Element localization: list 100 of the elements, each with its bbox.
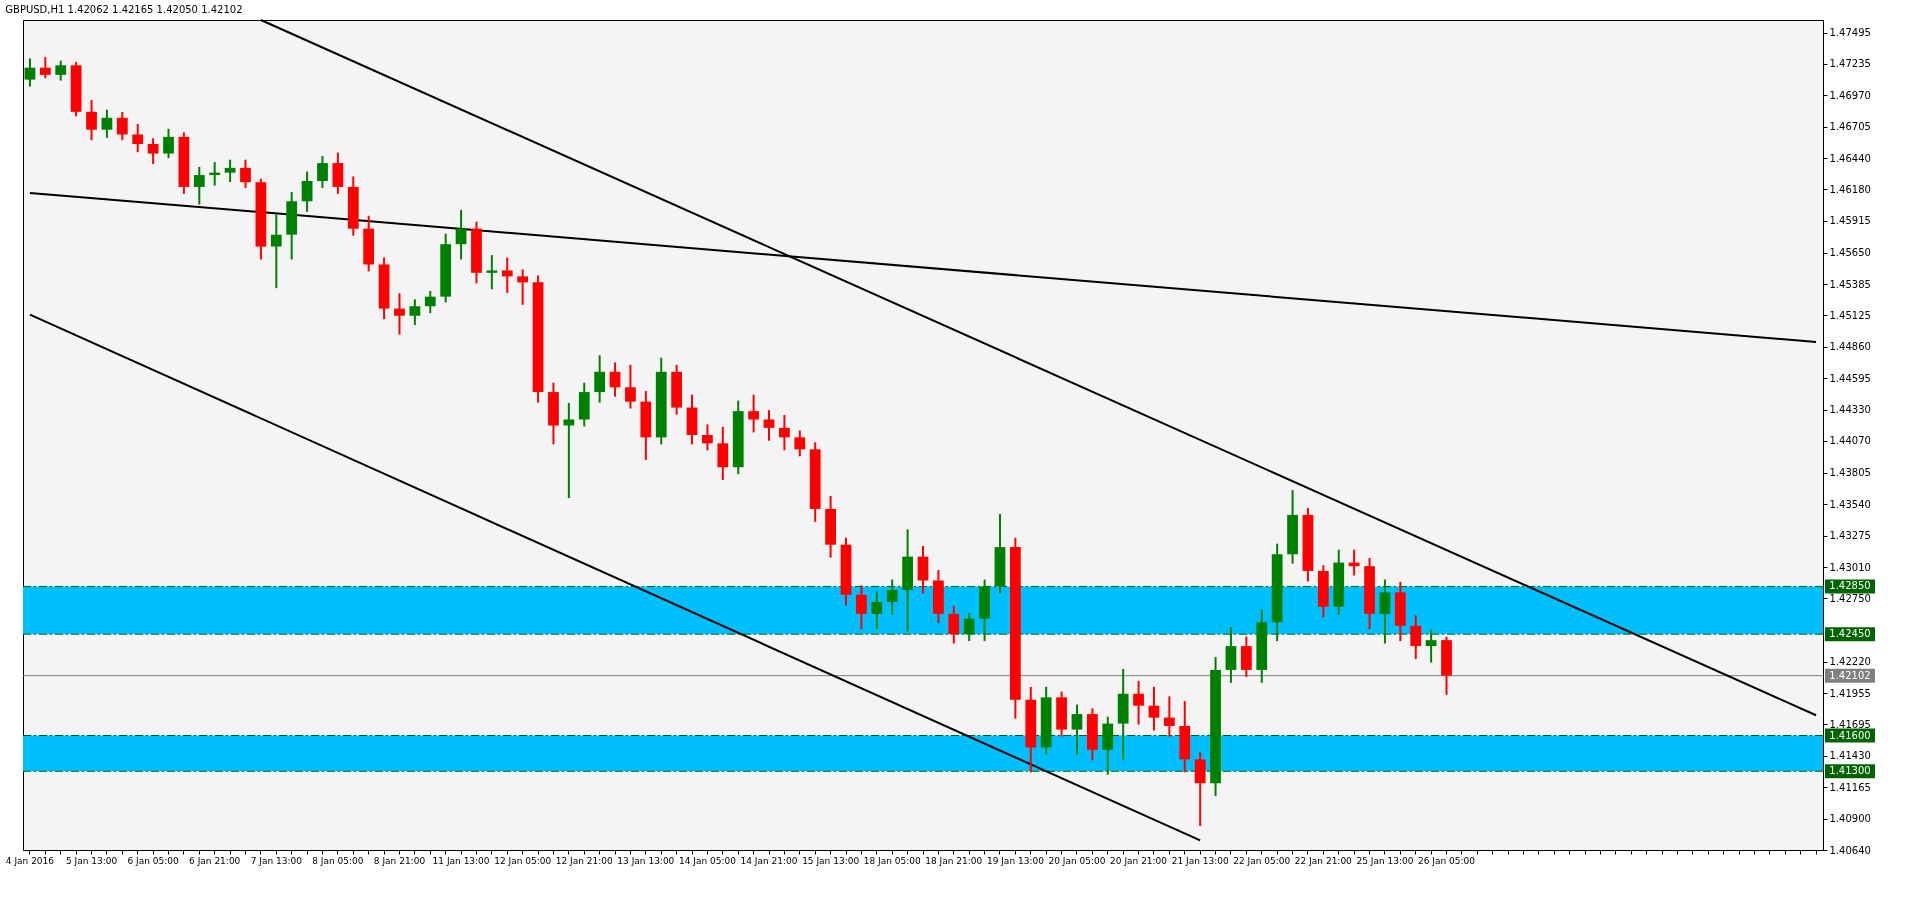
- candlestick: [625, 364, 636, 409]
- y-tick-label: 1.43540: [1829, 498, 1871, 510]
- candlestick: [1133, 680, 1144, 725]
- candlestick: [948, 605, 960, 644]
- candlestick: [1410, 615, 1422, 659]
- ref-line-label: 1.42450: [1829, 628, 1871, 640]
- candlestick: [1425, 629, 1437, 663]
- candlestick: [1225, 627, 1237, 683]
- candlestick: [1240, 636, 1252, 677]
- candlestick: [224, 159, 236, 182]
- candlestick: [1194, 752, 1206, 826]
- candlestick: [779, 414, 790, 451]
- candlestick: [394, 293, 405, 335]
- y-tick-label: 1.45915: [1829, 215, 1871, 227]
- y-tick-label: 1.41430: [1829, 750, 1871, 762]
- x-tick-label: 8 Jan 21:00: [373, 855, 426, 866]
- candlestick: [856, 585, 867, 630]
- candlestick: [794, 430, 806, 457]
- y-tick-label: 1.47495: [1829, 27, 1871, 39]
- candlestick: [702, 424, 713, 451]
- x-tick-label: 14 Jan 21:00: [740, 855, 798, 866]
- x-tick-label: 19 Jan 13:00: [986, 855, 1045, 866]
- x-tick-label: 15 Jan 13:00: [802, 855, 860, 866]
- y-tick-label: 1.41955: [1829, 687, 1871, 699]
- candlestick: [193, 166, 205, 205]
- candlestick: [163, 128, 174, 159]
- candlestick: [132, 123, 144, 153]
- ref-line-label: 1.41300: [1829, 765, 1871, 777]
- candlestick: [517, 269, 529, 305]
- x-tick-label: 18 Jan 05:00: [863, 855, 921, 866]
- candlestick: [332, 152, 344, 194]
- y-tick-label: 1.46440: [1829, 152, 1871, 164]
- y-tick-label: 1.45125: [1829, 309, 1871, 321]
- ref-line-label: 1.41600: [1829, 729, 1871, 741]
- candlestick: [147, 138, 159, 165]
- candlestick: [409, 299, 421, 326]
- candlestick: [748, 394, 760, 433]
- y-tick-label: 1.42220: [1829, 656, 1871, 668]
- x-tick-label: 21 Jan 13:00: [1171, 855, 1229, 866]
- candlestick: [886, 579, 898, 615]
- y-tick-label: 1.46180: [1829, 183, 1871, 195]
- x-tick-label: 13 Jan 13:00: [617, 855, 675, 866]
- candlestick: [101, 109, 113, 138]
- x-tick-label: 12 Jan 05:00: [494, 855, 552, 866]
- x-tick-label: 8 Jan 05:00: [312, 855, 364, 866]
- x-tick-label: 7 Jan 13:00: [250, 855, 303, 866]
- candlestick: [116, 112, 128, 141]
- candlestick: [594, 355, 606, 403]
- candlestick: [486, 255, 498, 290]
- x-tick-label: 22 Jan 05:00: [1233, 855, 1291, 866]
- candlestick: [240, 159, 251, 188]
- candlestick: [1071, 704, 1083, 755]
- candlestick: [609, 362, 621, 397]
- y-tick-label: 1.44330: [1829, 404, 1871, 416]
- y-tick-label: 1.41165: [1829, 781, 1871, 793]
- candlestick: [1163, 696, 1175, 737]
- y-tick-label: 1.41695: [1829, 718, 1871, 730]
- candlestick: [763, 410, 775, 441]
- candlestick: [24, 58, 36, 87]
- y-tick-label: 1.40640: [1829, 844, 1871, 856]
- x-tick-label: 14 Jan 05:00: [678, 855, 737, 866]
- x-tick-label: 20 Jan 05:00: [1048, 855, 1106, 866]
- x-tick-label: 22 Jan 21:00: [1294, 855, 1353, 866]
- y-tick-label: 1.42750: [1829, 592, 1871, 604]
- y-tick-label: 1.44860: [1829, 341, 1871, 353]
- y-tick-label: 1.43805: [1829, 467, 1871, 479]
- x-tick-label: 12 Jan 21:00: [555, 855, 614, 866]
- candlestick: [301, 171, 313, 212]
- candlestick: [717, 426, 729, 481]
- candlestick: [317, 156, 328, 188]
- candlestick: [563, 402, 575, 499]
- y-tick-label: 1.46705: [1829, 121, 1871, 133]
- chart-title: GBPUSD,H1 1.42062 1.42165 1.42050 1.42102: [5, 4, 243, 15]
- x-tick-label: 18 Jan 21:00: [925, 855, 983, 866]
- y-tick-label: 1.43275: [1829, 530, 1871, 542]
- candlestick: [86, 100, 97, 141]
- candlestick: [1148, 686, 1160, 731]
- x-tick-label: 11 Jan 13:00: [432, 855, 490, 866]
- candlestick: [963, 612, 975, 642]
- candlestick: [270, 214, 282, 289]
- candlestick: [455, 209, 467, 260]
- candlestick: [871, 591, 883, 630]
- candlestick: [501, 257, 513, 293]
- ref-line-label: 1.42102: [1829, 669, 1871, 681]
- y-tick-label: 1.46970: [1829, 89, 1871, 101]
- y-tick-label: 1.40900: [1829, 813, 1871, 825]
- y-tick-label: 1.47235: [1829, 58, 1871, 70]
- candlestick: [39, 57, 51, 79]
- y-tick-label: 1.45650: [1829, 247, 1871, 259]
- ref-line-label: 1.42850: [1829, 580, 1871, 592]
- x-tick-label: 6 Jan 21:00: [189, 855, 241, 866]
- candlestick: [424, 290, 436, 314]
- x-tick-label: 5 Jan 13:00: [65, 855, 118, 866]
- y-tick-label: 1.44070: [1829, 435, 1871, 447]
- candlestick: [1379, 579, 1391, 644]
- y-tick-label: 1.44595: [1829, 372, 1871, 384]
- x-tick-label: 6 Jan 05:00: [127, 855, 180, 866]
- x-tick-label: 26 Jan 05:00: [1418, 855, 1476, 866]
- x-tick-label: 20 Jan 21:00: [1110, 855, 1168, 866]
- x-tick-label: 25 Jan 13:00: [1356, 855, 1414, 866]
